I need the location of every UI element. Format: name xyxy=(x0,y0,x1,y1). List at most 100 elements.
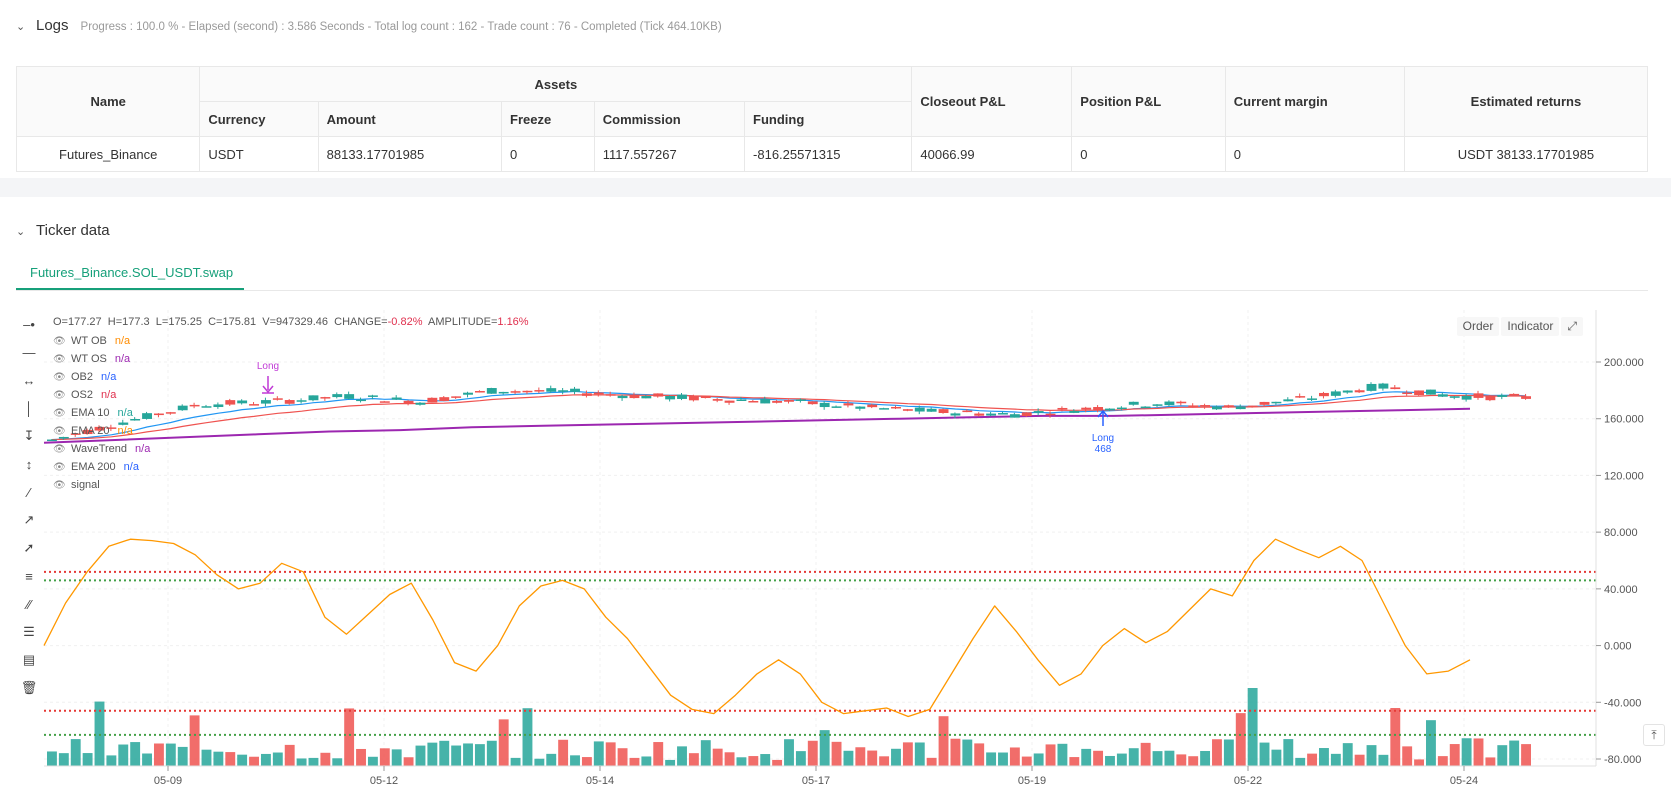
candle-body xyxy=(1271,401,1282,404)
candle-body xyxy=(510,391,521,393)
tab-sol-usdt-swap[interactable]: Futures_Binance.SOL_USDT.swap xyxy=(16,256,244,290)
scroll-top-icon[interactable]: ⤒ xyxy=(1643,724,1665,746)
candle-body xyxy=(260,400,271,404)
legend-ema20[interactable]: 👁 EMA 20 n/a xyxy=(53,422,150,440)
candle-body xyxy=(1319,392,1329,397)
ray-icon[interactable]: ↗ xyxy=(23,512,35,527)
legend-wt-ob[interactable]: 👁 WT OB n/a xyxy=(53,332,150,350)
candle-body xyxy=(1378,383,1389,389)
candle-body xyxy=(665,396,676,400)
volume-bar xyxy=(1390,708,1401,766)
legend-signal[interactable]: 👁 signal xyxy=(53,476,150,494)
candle-body xyxy=(1497,395,1508,397)
legend-wavetrend[interactable]: 👁 WaveTrend n/a xyxy=(53,440,150,458)
eye-icon[interactable]: 👁 xyxy=(53,389,66,401)
volume-bar xyxy=(760,754,771,766)
candle-body xyxy=(926,408,937,412)
extended-line-icon[interactable]: ↔ xyxy=(22,372,36,388)
trash-icon[interactable]: 🗑 xyxy=(20,680,38,695)
indicator-button[interactable]: Indicator xyxy=(1501,317,1560,336)
eye-icon[interactable]: 👁 xyxy=(53,461,66,473)
horizontal-line-icon[interactable]: — xyxy=(22,344,36,360)
amplitude-label: AMPLITUDE= xyxy=(428,316,498,328)
vertical-ray-icon[interactable]: ↧ xyxy=(23,428,35,443)
eye-icon[interactable]: 👁 xyxy=(53,425,66,437)
expand-icon[interactable]: ⤢ xyxy=(1561,317,1583,336)
volume-bar xyxy=(486,740,497,766)
candle-body xyxy=(772,400,783,403)
cell-name: Futures_Binance xyxy=(15,136,201,172)
candle-body xyxy=(914,407,925,412)
pitchfork-icon[interactable]: ☰ xyxy=(23,624,35,639)
volume-bar xyxy=(1164,750,1175,766)
volume-bar xyxy=(70,739,81,766)
volume-bar xyxy=(1259,742,1270,766)
text-tool-icon[interactable]: ▤ xyxy=(22,652,36,667)
volume-bar xyxy=(1342,743,1353,766)
eye-icon[interactable]: 👁 xyxy=(53,407,66,419)
ticker-header[interactable]: ⌄ Ticker data xyxy=(16,222,110,239)
eye-icon[interactable]: 👁 xyxy=(53,353,66,365)
candle-body xyxy=(629,394,640,399)
volume-bar xyxy=(1116,753,1127,766)
chevron-down-icon[interactable]: ⌄ xyxy=(16,21,26,33)
volume-bar xyxy=(439,740,450,766)
legend-label: WT OS xyxy=(71,353,107,365)
candle-body xyxy=(1390,387,1401,390)
x-tick-label: 05-17 xyxy=(802,775,830,787)
legend-label: OS2 xyxy=(71,389,94,401)
candle-body xyxy=(1354,390,1365,393)
candle-body xyxy=(546,388,557,392)
volume-bar xyxy=(653,742,664,766)
volume-bar xyxy=(118,744,129,766)
eye-icon[interactable]: 👁 xyxy=(53,479,66,491)
legend-ema10[interactable]: 👁 EMA 10 n/a xyxy=(53,404,150,422)
arrow-line-icon[interactable]: ➚ xyxy=(23,540,35,555)
chart-controls: Order Indicator ⤢ xyxy=(1456,317,1583,336)
candle-body xyxy=(284,400,295,404)
candle-body xyxy=(1342,390,1353,393)
volume-bar xyxy=(344,708,355,766)
eye-icon[interactable]: 👁 xyxy=(53,443,66,455)
volume-bar xyxy=(784,739,794,766)
volume-bar xyxy=(962,739,973,766)
eye-icon[interactable]: 👁 xyxy=(53,335,66,347)
chevron-down-icon[interactable]: ⌄ xyxy=(16,226,26,238)
wavetrend-line xyxy=(43,538,1471,718)
candle-body xyxy=(1437,394,1448,397)
legend-label: WaveTrend xyxy=(71,443,128,455)
candle-body xyxy=(70,433,81,435)
legend-ob2[interactable]: 👁 OB2 n/a xyxy=(53,368,150,386)
x-tick-label: 05-19 xyxy=(1018,775,1046,787)
volume-bar xyxy=(153,743,164,766)
volume-bar xyxy=(391,749,402,766)
volume-bar xyxy=(641,756,652,766)
col-commission: Commission xyxy=(593,101,746,137)
parallel-channel-icon[interactable]: ∕∕ xyxy=(26,596,32,612)
eye-icon[interactable]: 👁 xyxy=(53,371,66,383)
legend-label: EMA 200 xyxy=(71,461,116,473)
price-range-icon[interactable]: ↕ xyxy=(25,456,33,472)
volume-bar xyxy=(1223,739,1234,766)
trend-line-icon[interactable]: ∕ xyxy=(27,484,31,500)
x-tick-label: 05-24 xyxy=(1450,775,1478,787)
legend-value: n/a xyxy=(114,353,131,365)
horizontal-ray-icon[interactable]: –• xyxy=(23,316,35,332)
logs-header[interactable]: ⌄ Logs Progress : 100.0 % - Elapsed (sec… xyxy=(16,17,722,34)
vertical-line-icon[interactable]: │ xyxy=(24,400,34,416)
volume-bar xyxy=(1188,756,1199,766)
fib-icon[interactable]: ≡ xyxy=(25,568,33,584)
volume-bar xyxy=(1235,713,1246,766)
candle-body xyxy=(867,404,878,408)
candle-body xyxy=(106,427,117,429)
order-button[interactable]: Order xyxy=(1456,317,1500,336)
legend-os2[interactable]: 👁 OS2 n/a xyxy=(53,386,150,404)
y-tick-label: 160.000 xyxy=(1604,414,1644,426)
y-tick-label: -80.000 xyxy=(1604,754,1641,766)
legend-ema200[interactable]: 👁 EMA 200 n/a xyxy=(53,458,150,476)
volume-bar xyxy=(451,745,462,766)
volume-bars xyxy=(47,688,1531,766)
ohlc-low: L=175.25 xyxy=(155,316,202,328)
legend-wt-os[interactable]: 👁 WT OS n/a xyxy=(53,350,150,368)
